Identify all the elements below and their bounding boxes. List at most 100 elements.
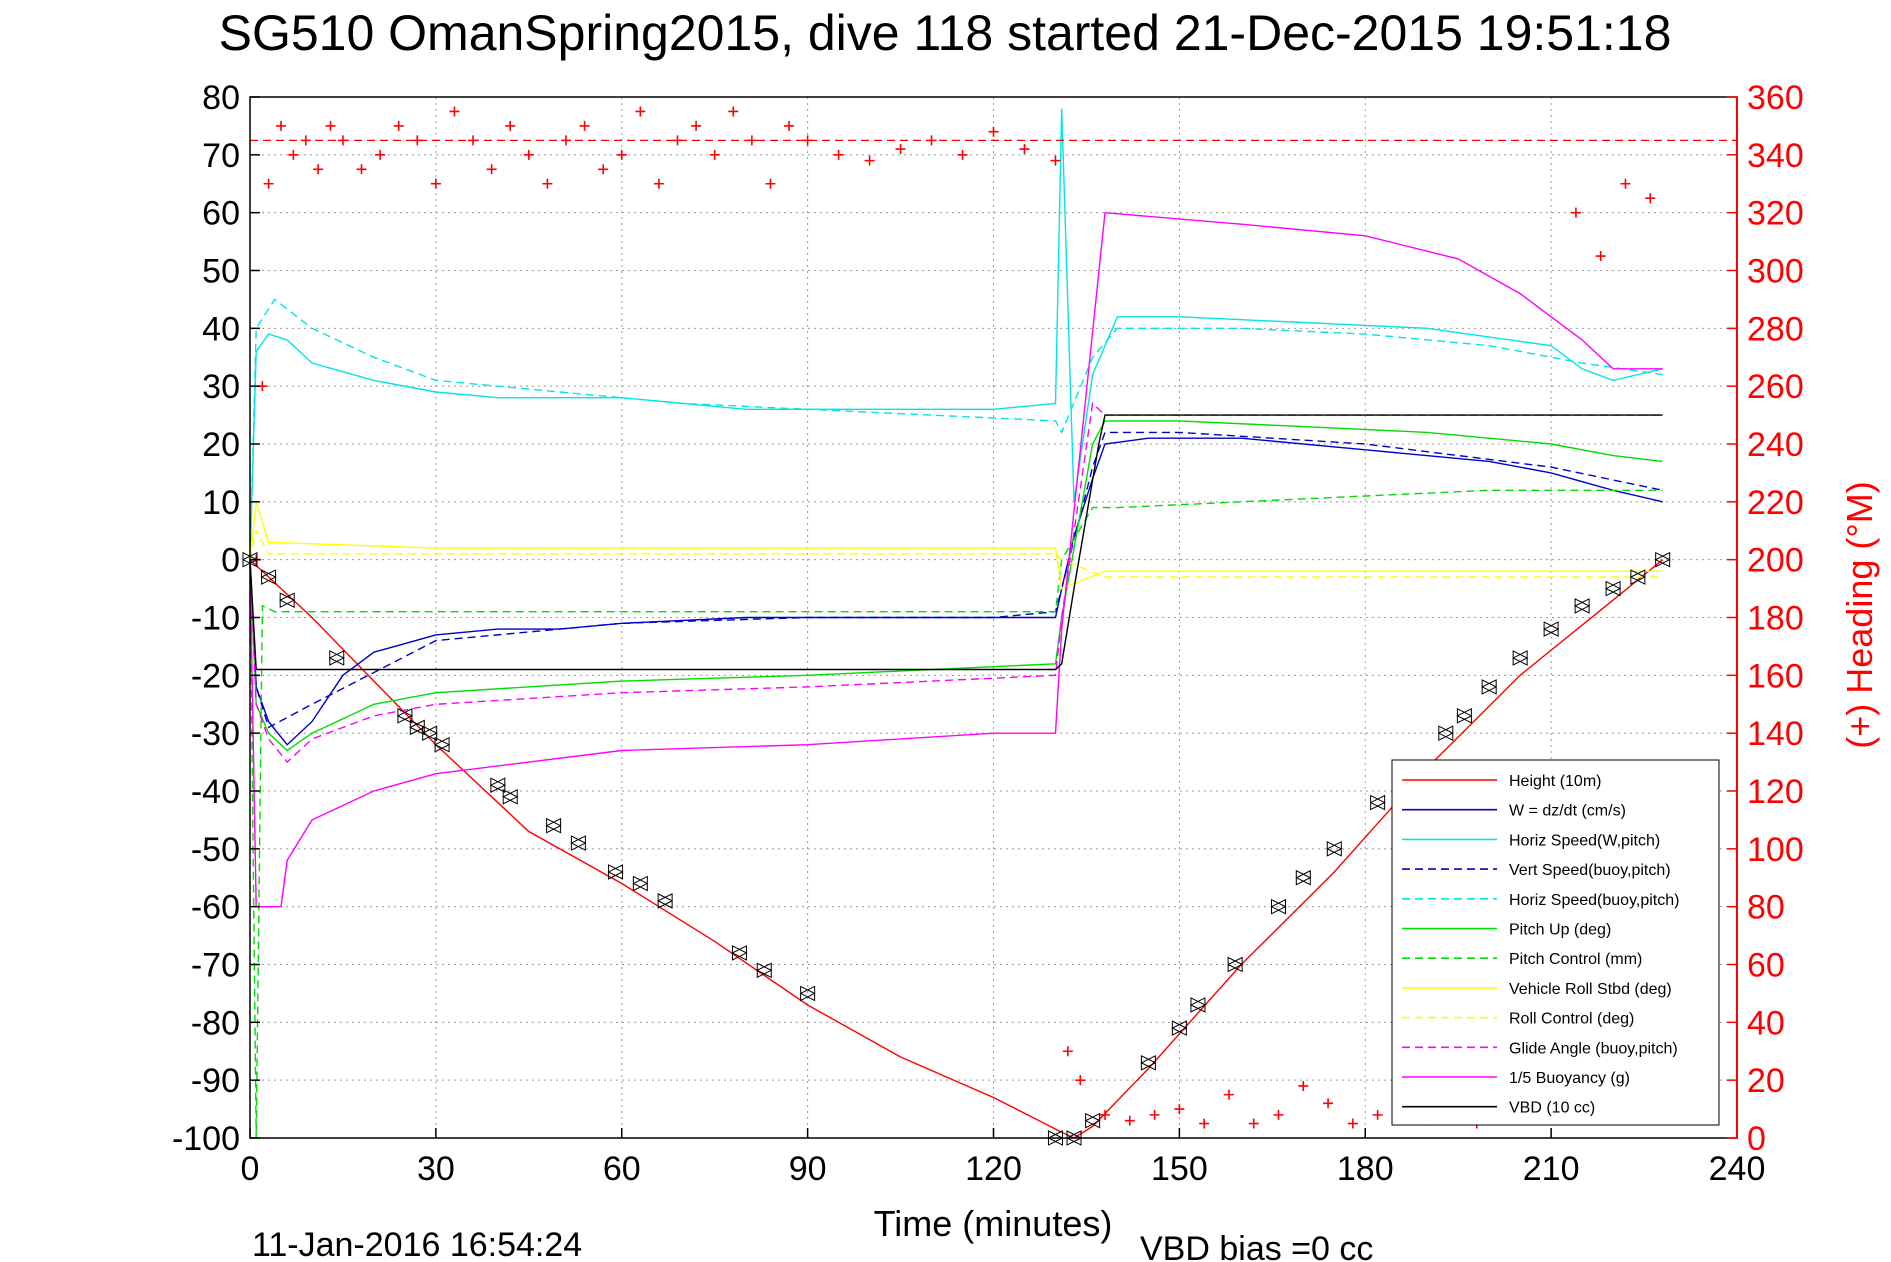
- heading-point: [709, 149, 720, 160]
- y-tick-label: -30: [191, 715, 240, 753]
- heading-point: [802, 135, 813, 146]
- height-marker: [1189, 997, 1207, 1013]
- heading-point: [833, 149, 844, 160]
- height-marker: [1270, 898, 1287, 915]
- y-tick-label: 70: [202, 137, 240, 175]
- heading-point: [579, 120, 590, 131]
- series-line-4: [249, 298, 1663, 560]
- height-marker: [1227, 956, 1244, 973]
- height-marker: [1629, 569, 1646, 585]
- heading-point: [765, 178, 776, 189]
- y2-tick-label: 60: [1747, 947, 1785, 985]
- heading-point: [1323, 1098, 1334, 1109]
- heading-point: [505, 120, 516, 131]
- y-tick-label: -60: [191, 889, 240, 927]
- y2-tick-label: 140: [1747, 715, 1804, 753]
- heading-point: [560, 135, 571, 146]
- right-axis-label: (+) Heading (°M): [1839, 481, 1880, 748]
- y-tick-label: -100: [172, 1120, 240, 1158]
- height-marker: [1543, 621, 1560, 637]
- y2-tick-label: 220: [1747, 484, 1804, 522]
- height-marker: [260, 569, 277, 585]
- height-marker: [1369, 794, 1386, 811]
- y-tick-label: -40: [191, 773, 240, 811]
- height-marker: [328, 650, 345, 666]
- heading-point: [895, 144, 906, 155]
- legend: Height (10m) W = dz/dt (cm/s) Horiz Speed(…: [1391, 759, 1720, 1126]
- x-tick-label: 0: [241, 1150, 260, 1188]
- y-tick-label: -70: [191, 947, 240, 985]
- heading-point: [957, 149, 968, 160]
- height-marker: [1573, 598, 1591, 614]
- series-line-1: [249, 437, 1663, 746]
- x-tick-label: 240: [1709, 1150, 1766, 1188]
- height-marker: [756, 962, 773, 979]
- heading-point: [1050, 155, 1061, 166]
- height-marker: [1140, 1055, 1157, 1071]
- legend-label-2: Horiz Speed(W,pitch): [1509, 832, 1660, 849]
- legend-label-1: W = dz/dt (cm/s): [1509, 803, 1626, 820]
- heading-point: [864, 155, 875, 166]
- footer-vbd-bias: VBD bias =0 cc: [1140, 1230, 1373, 1262]
- y-tick-label: -80: [191, 1004, 240, 1042]
- height-marker: [1481, 679, 1498, 695]
- y-tick-label: 40: [202, 310, 240, 348]
- heading-point: [1372, 1109, 1383, 1120]
- marker-layer: [241, 551, 1671, 1146]
- y-tick-label: -50: [191, 831, 240, 869]
- heading-point: [449, 106, 460, 117]
- series-line-8: [249, 528, 1663, 578]
- height-marker: [1084, 1112, 1101, 1129]
- heading-point: [1174, 1104, 1185, 1115]
- heading-point: [263, 178, 274, 189]
- x-tick-label: 180: [1337, 1150, 1394, 1188]
- heading-point: [988, 126, 999, 137]
- y2-tick-label: 180: [1747, 600, 1804, 638]
- axis-ticks: [249, 96, 1738, 1139]
- height-marker: [731, 945, 748, 961]
- height-marker: [607, 864, 624, 880]
- heading-point: [1347, 1118, 1358, 1129]
- height-marker: [1295, 869, 1312, 886]
- legend-label-9: Glide Angle (buoy,pitch): [1509, 1040, 1678, 1057]
- legend-label-4: Horiz Speed(buoy,pitch): [1509, 892, 1679, 909]
- height-marker: [1171, 1020, 1188, 1036]
- height-marker: [279, 592, 296, 608]
- y2-tick-label: 360: [1747, 79, 1804, 117]
- heading-point: [1248, 1118, 1259, 1129]
- heading-point: [616, 149, 627, 160]
- y2-tick-label: 200: [1747, 542, 1804, 580]
- series-line-7: [249, 501, 1663, 590]
- legend-label-6: Pitch Control (mm): [1509, 951, 1642, 968]
- heading-point: [288, 149, 299, 160]
- heading-point: [672, 135, 683, 146]
- heading-point: [337, 135, 348, 146]
- y2-tick-label: 280: [1747, 310, 1804, 348]
- heading-point: [1298, 1080, 1309, 1091]
- y-tick-label: -90: [191, 1062, 240, 1100]
- legend-label-8: Roll Control (deg): [1509, 1011, 1634, 1028]
- heading-point: [313, 164, 324, 175]
- x-tick-label: 90: [789, 1150, 827, 1188]
- height-marker: [1437, 725, 1454, 741]
- y-tick-label: 30: [202, 368, 240, 406]
- height-marker: [545, 817, 562, 834]
- height-marker: [632, 875, 649, 892]
- y2-tick-label: 160: [1747, 657, 1804, 695]
- heading-point: [275, 120, 286, 131]
- heading-point: [728, 106, 739, 117]
- legend-box: [1391, 759, 1720, 1126]
- legend-label-0: Height (10m): [1509, 773, 1601, 790]
- y-tick-label: 50: [202, 253, 240, 291]
- series-line-5: [249, 420, 1663, 752]
- height-marker: [1456, 708, 1473, 724]
- x-axis-label: Time (minutes): [874, 1203, 1113, 1244]
- heading-point: [926, 135, 937, 146]
- series-line-10: [249, 211, 1663, 908]
- series-line-2: [249, 108, 1663, 560]
- chart-title: SG510 OmanSpring2015, dive 118 started 2…: [219, 5, 1672, 61]
- heading-point: [1075, 1075, 1086, 1086]
- tick-labels: 0 30 60 90 120 150 180 210 24080706050403020100-…: [172, 79, 1804, 1188]
- heading-point: [356, 164, 367, 175]
- grid-lines: [250, 97, 1737, 1138]
